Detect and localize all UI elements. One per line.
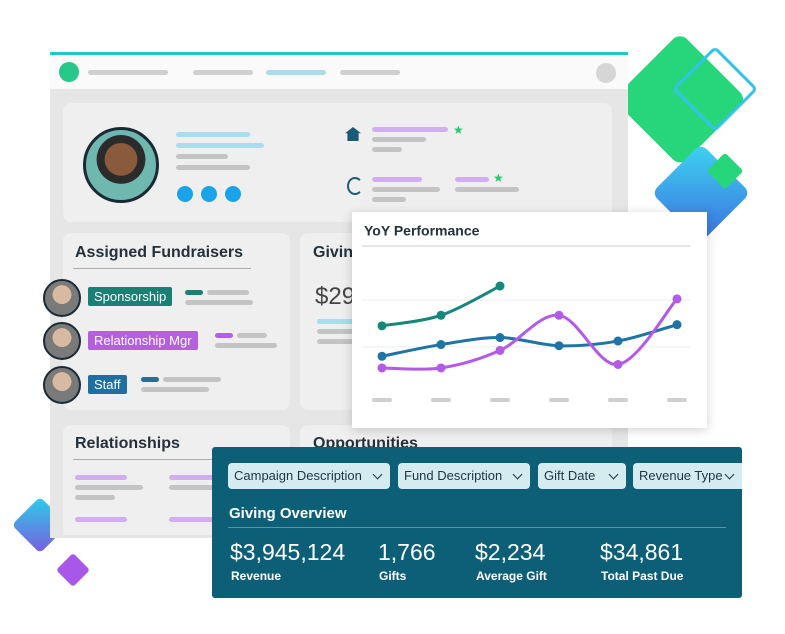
avatar (83, 127, 159, 203)
linkedin-icon[interactable] (201, 186, 217, 202)
stat-value: $2,234 (475, 539, 546, 565)
overview-panel: Campaign Description Fund Description Gi… (212, 447, 742, 598)
chart-title: YoY Performance (364, 223, 480, 239)
filter-dropdown[interactable]: Revenue Type (633, 463, 742, 489)
x-label-placeholder (431, 398, 451, 402)
home-icon (345, 127, 361, 141)
stat-label: Average Gift (476, 569, 547, 583)
point (554, 341, 564, 351)
stat-label: Total Past Due (601, 569, 684, 583)
point (377, 351, 387, 361)
line (381, 297, 679, 371)
avatar (43, 279, 81, 317)
point (672, 320, 682, 330)
chart-panel: YoY Performance (352, 212, 707, 428)
avatar (43, 366, 81, 404)
x-label-placeholder (372, 398, 392, 402)
chart: YoY Performance (362, 223, 690, 402)
x-label-placeholder (608, 398, 628, 402)
role-pill: Sponsorship (88, 287, 173, 306)
line (381, 323, 678, 358)
avatar (43, 322, 81, 360)
line (381, 284, 501, 328)
point (613, 336, 623, 346)
profile-card: ★ ★ (63, 103, 612, 222)
role-pill: Staff (88, 375, 127, 394)
star-icon: ★ (453, 123, 464, 137)
filter-dropdown[interactable]: Fund Description (398, 463, 530, 489)
twitter-icon[interactable] (225, 186, 241, 202)
card-title: Relationships (75, 435, 180, 452)
stat-label: Revenue (231, 569, 282, 583)
point (377, 363, 387, 373)
overview-title: Giving Overview (229, 505, 347, 522)
point (436, 363, 446, 373)
logo (59, 62, 79, 82)
stat-value: $34,861 (600, 539, 684, 565)
point (436, 310, 446, 320)
user-icon[interactable] (596, 63, 616, 83)
point (495, 333, 505, 343)
role-pill: Relationship Mgr (88, 331, 198, 350)
point (613, 359, 623, 369)
top-bar (50, 55, 628, 89)
stat-label: Gifts (379, 569, 407, 583)
point (495, 281, 505, 291)
facebook-icon[interactable] (177, 186, 193, 202)
x-label-placeholder (490, 398, 510, 402)
amount: $29 (315, 283, 356, 310)
stat-value: $3,945,124 (230, 539, 346, 565)
phone-icon (347, 177, 363, 195)
filter-dropdown[interactable]: Campaign Description (228, 463, 390, 489)
stat-value: 1,766 (378, 539, 436, 565)
point (672, 294, 682, 304)
point (495, 345, 505, 355)
filter-dropdown[interactable]: Gift Date (538, 463, 626, 489)
point (554, 310, 564, 320)
point (377, 321, 387, 331)
card-title: Assigned Fundraisers (75, 244, 244, 261)
x-label-placeholder (549, 398, 569, 402)
x-label-placeholder (667, 398, 687, 402)
point (436, 340, 446, 350)
card-title: Givin (313, 244, 354, 261)
star-icon: ★ (493, 171, 504, 185)
